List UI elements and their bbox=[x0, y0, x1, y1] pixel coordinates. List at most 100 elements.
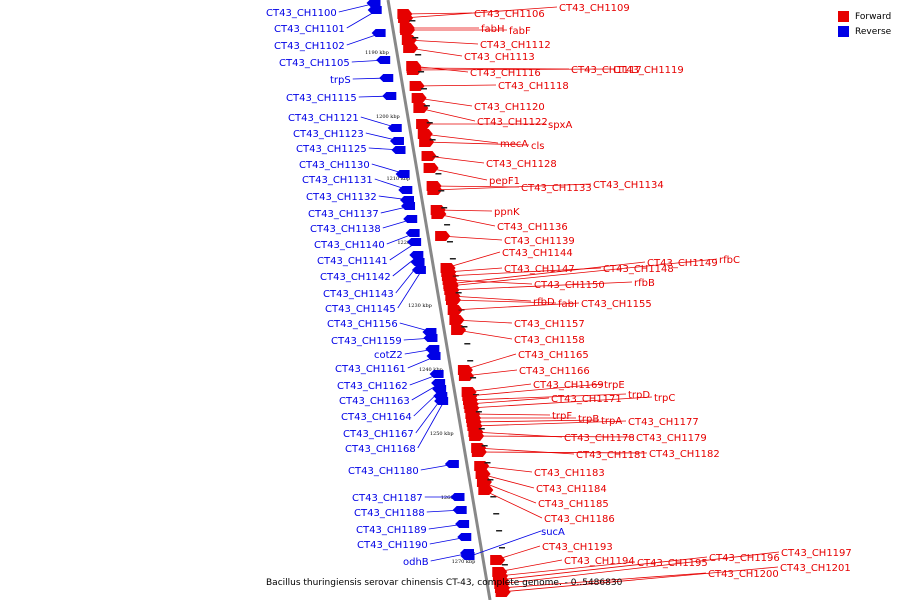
forward-gene-label: CT43_CH1109 bbox=[559, 3, 630, 14]
feature-dash bbox=[496, 530, 503, 532]
forward-gene-arrow bbox=[431, 209, 447, 219]
reverse-gene-arrow bbox=[405, 229, 420, 237]
forward-gene-label: CT43_CH1201 bbox=[780, 563, 851, 574]
tick-label: 1200 kbp bbox=[376, 114, 400, 120]
forward-gene-label: CT43_CH1169 bbox=[533, 380, 604, 391]
forward-leader-line bbox=[408, 47, 463, 57]
reverse-leader-line bbox=[409, 373, 440, 386]
feature-dash bbox=[478, 428, 485, 430]
feature-dash bbox=[412, 37, 419, 39]
forward-leader-line bbox=[497, 561, 636, 577]
reverse-gene-label: CT43_CH1163 bbox=[339, 396, 410, 407]
tick-label: 1270 kbp bbox=[452, 559, 476, 565]
reverse-gene-arrow bbox=[425, 345, 440, 353]
forward-gene-label: CT43_CH1112 bbox=[480, 40, 551, 51]
feature-dash bbox=[487, 479, 494, 481]
forward-gene-label: rfbC bbox=[719, 255, 740, 266]
tick-label: 1240 kbp bbox=[419, 367, 443, 373]
forward-leader-line bbox=[463, 369, 518, 377]
reverse-leader-line bbox=[360, 116, 398, 129]
reverse-gene-label: CT43_CH1115 bbox=[286, 93, 357, 104]
feature-dash bbox=[493, 513, 500, 515]
forward-leader-line bbox=[469, 396, 653, 409]
forward-gene-label: CT43_CH1193 bbox=[542, 542, 613, 553]
reverse-leader-line bbox=[397, 269, 423, 309]
reverse-gene-label: CT43_CH1143 bbox=[323, 289, 394, 300]
forward-leader-line bbox=[479, 465, 533, 473]
forward-gene-label: spxA bbox=[548, 120, 572, 131]
feature-dash bbox=[455, 292, 462, 294]
feature-dash bbox=[470, 377, 477, 379]
reverse-gene-arrow bbox=[455, 520, 470, 528]
reverse-gene-label: sucA bbox=[541, 527, 565, 538]
reverse-leader-line bbox=[404, 348, 436, 355]
forward-leader-line bbox=[448, 258, 718, 287]
forward-leader-line bbox=[411, 68, 612, 71]
forward-gene-label: trpA bbox=[601, 416, 622, 427]
forward-gene-label: CT43_CH1183 bbox=[534, 468, 605, 479]
reverse-gene-label: CT43_CH1164 bbox=[341, 412, 412, 423]
reverse-gene-label: CT43_CH1140 bbox=[314, 240, 385, 251]
forward-gene-label: CT43_CH1128 bbox=[486, 159, 557, 170]
forward-gene-arrow bbox=[475, 469, 491, 479]
forward-leader-line bbox=[426, 155, 485, 164]
forward-gene-label: CT43_CH1147 bbox=[504, 264, 575, 275]
forward-leader-line bbox=[446, 267, 503, 273]
reverse-gene-label: CT43_CH1131 bbox=[302, 175, 373, 186]
forward-leader-line bbox=[499, 551, 780, 585]
forward-leader-line bbox=[448, 261, 646, 285]
legend: Forward Reverse bbox=[838, 9, 891, 39]
forward-gene-label: mecA bbox=[500, 139, 528, 150]
reverse-gene-label: CT43_CH1161 bbox=[335, 364, 406, 375]
forward-leader-line bbox=[449, 281, 633, 291]
forward-leader-line bbox=[440, 235, 503, 241]
forward-gene-label: CT43_CH1133 bbox=[521, 183, 592, 194]
reverse-gene-arrow bbox=[367, 6, 382, 14]
feature-dash bbox=[472, 394, 479, 396]
forward-leader-line bbox=[499, 572, 707, 589]
reverse-gene-label: CT43_CH1187 bbox=[352, 493, 423, 504]
forward-leader-line bbox=[418, 107, 476, 122]
forward-gene-label: fabH bbox=[481, 24, 505, 35]
reverse-gene-label: CT43_CH1121 bbox=[288, 113, 359, 124]
forward-leader-line bbox=[411, 65, 469, 73]
reverse-leader-line bbox=[428, 523, 466, 530]
forward-leader-line bbox=[470, 413, 551, 416]
forward-gene-label: CT43_CH1139 bbox=[504, 236, 575, 247]
forward-gene-label: rfbB bbox=[634, 278, 655, 289]
feature-dash bbox=[420, 88, 427, 90]
forward-leader-line bbox=[436, 213, 496, 227]
reverse-leader-line bbox=[392, 254, 420, 277]
forward-gene-label: ppnK bbox=[494, 207, 520, 218]
reverse-gene-arrow bbox=[401, 202, 416, 210]
reverse-leader-line bbox=[429, 536, 468, 545]
forward-gene-label: rfbD bbox=[533, 297, 555, 308]
feature-dash bbox=[484, 462, 491, 464]
reverse-gene-label: CT43_CH1138 bbox=[310, 224, 381, 235]
feature-dash bbox=[467, 360, 474, 362]
feature-dash bbox=[409, 20, 416, 22]
forward-leader-line bbox=[422, 133, 499, 144]
forward-gene-label: CT43_CH1197 bbox=[781, 548, 852, 559]
forward-leader-line bbox=[474, 435, 635, 438]
reverse-gene-label: CT43_CH1101 bbox=[274, 24, 345, 35]
forward-leader-line bbox=[500, 566, 779, 593]
legend-reverse-label: Reverse bbox=[855, 26, 892, 37]
reverse-gene-arrow bbox=[387, 124, 402, 132]
forward-gene-label: CT43_CH1178 bbox=[564, 433, 635, 444]
reverse-leader-line bbox=[371, 163, 406, 175]
reverse-gene-label: trpS bbox=[330, 75, 351, 86]
forward-gene-label: CT43_CH1144 bbox=[502, 248, 573, 259]
reverse-leader-line bbox=[395, 261, 421, 294]
reverse-gene-label: CT43_CH1105 bbox=[279, 58, 350, 69]
forward-leader-line bbox=[416, 97, 473, 107]
forward-gene-label: CT43_CH1158 bbox=[514, 335, 585, 346]
reverse-leader-line bbox=[378, 195, 411, 201]
reverse-leader-line bbox=[338, 2, 377, 13]
forward-gene-label: CT43_CH1196 bbox=[709, 553, 780, 564]
reverse-gene-label: CT43_CH1123 bbox=[293, 129, 364, 140]
forward-leader-line bbox=[446, 267, 602, 277]
reverse-leader-line bbox=[403, 337, 434, 341]
legend-forward-label: Forward bbox=[855, 11, 892, 22]
forward-leader-line bbox=[454, 319, 513, 324]
